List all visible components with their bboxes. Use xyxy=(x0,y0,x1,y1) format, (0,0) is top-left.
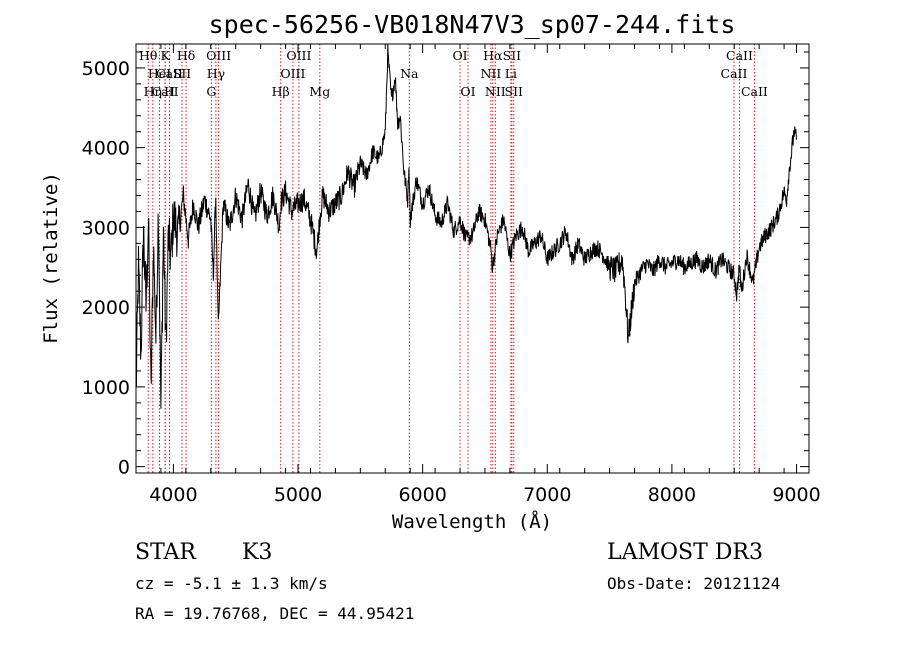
spectral-line-label: Mg xyxy=(309,84,330,99)
spectral-line-label: CaII xyxy=(152,84,179,99)
x-tick-label: 7000 xyxy=(523,484,571,506)
spectral-line-label: NII xyxy=(481,66,502,81)
redshift-text: cz = -5.1 ± 1.3 km/s xyxy=(135,574,328,593)
spectral-line-label: OIII xyxy=(206,48,231,63)
survey-name: LAMOST DR3 xyxy=(607,540,763,565)
spectral-line-label: CaII xyxy=(726,48,753,63)
y-tick-label: 4000 xyxy=(82,138,130,160)
spectral-line-label: Hβ xyxy=(272,84,290,99)
y-tick-label: 3000 xyxy=(82,217,130,239)
spectral-line-label: Na xyxy=(400,66,419,81)
y-tick-label: 0 xyxy=(118,457,130,479)
spectral-line-label: Hδ xyxy=(177,48,195,63)
spectral-line-label: CaII xyxy=(721,66,748,81)
y-tick-label: 1000 xyxy=(82,377,130,399)
plot-frame xyxy=(135,43,810,474)
object-class: STAR xyxy=(135,540,197,565)
spectral-line-label: HeI xyxy=(148,66,171,81)
object-subclass: K3 xyxy=(242,540,272,565)
y-axis-label: Flux (relative) xyxy=(40,172,62,344)
x-tick-label: 4000 xyxy=(149,484,197,506)
spectral-line-label: G xyxy=(206,84,216,99)
spectrum-line xyxy=(135,43,797,409)
y-tick-label: 5000 xyxy=(82,58,130,80)
spectral-line-label: Hθ xyxy=(139,48,157,63)
spectral-line-label: Hα xyxy=(483,48,503,63)
x-tick-label: 6000 xyxy=(398,484,446,506)
spectral-line-label: SII xyxy=(173,66,192,81)
spectral-line-label: K xyxy=(160,48,170,63)
spectral-line-label: NII xyxy=(485,84,506,99)
x-tick-label: 5000 xyxy=(274,484,322,506)
spectral-line-label: SII xyxy=(503,48,522,63)
axis-ticks: 4000 5000 6000 7000 8000 9000 0 1000 2000 3000 400… xyxy=(82,44,821,506)
spectral-line-label: OI xyxy=(460,84,475,99)
spectral-line-label: OI xyxy=(452,48,467,63)
chart-title: spec-56256-VB018N47V3_sp07-244.fits xyxy=(209,10,736,39)
x-tick-label: 9000 xyxy=(772,484,820,506)
y-tick-label: 2000 xyxy=(82,297,130,319)
spectral-line-label: Hη xyxy=(144,84,162,99)
spectrum-layer xyxy=(135,43,797,409)
x-tick-label: 8000 xyxy=(648,484,696,506)
coordinates-text: RA = 19.76768, DEC = 44.95421 xyxy=(135,604,414,623)
x-axis-label: Wavelength (Å) xyxy=(392,510,552,533)
spectral-line-label: CaII xyxy=(741,84,768,99)
spectral-line-label: OIII xyxy=(286,48,311,63)
spectral-line-label: H xyxy=(164,84,175,99)
obs-date-text: Obs-Date: 20121124 xyxy=(607,574,780,593)
spectral-line-label: Hγ xyxy=(207,66,225,81)
spectral-line-label: Li xyxy=(505,66,517,81)
spectral-line-label: SII xyxy=(505,84,524,99)
spectral-line-label: OIII xyxy=(280,66,305,81)
